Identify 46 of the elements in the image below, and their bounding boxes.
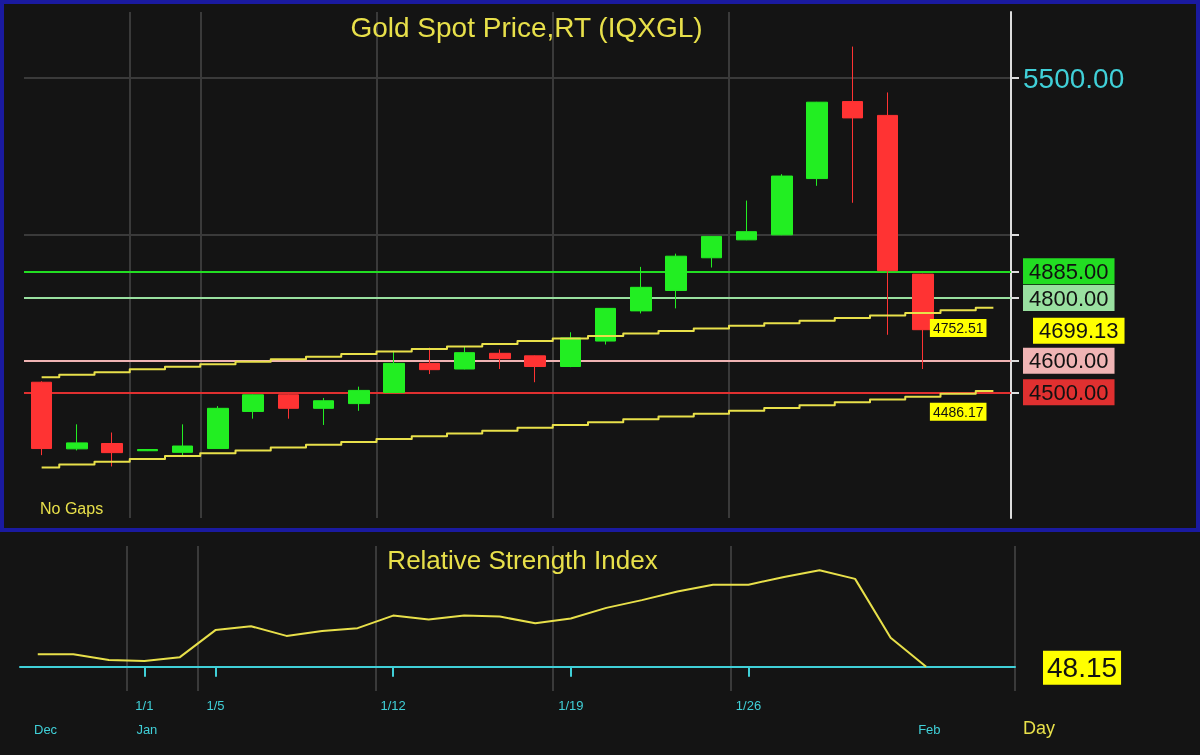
candlestick [242, 393, 264, 420]
candlestick [31, 380, 52, 456]
candlestick [630, 266, 652, 314]
candlestick [842, 46, 863, 204]
candlestick [172, 423, 193, 457]
y-tick-label: 4800.00 [1029, 285, 1109, 311]
annotation: No Gaps [40, 499, 104, 517]
text: Dec [34, 722, 58, 737]
data-label: 4752.51 [932, 319, 984, 336]
text: Feb [918, 722, 941, 737]
y-tick-label: 4600.00 [1029, 348, 1109, 374]
candlestick [489, 349, 511, 370]
candlestick [454, 345, 475, 370]
candlestick [383, 350, 405, 394]
chart-title: Relative Strength Index [387, 545, 658, 575]
candlestick [66, 423, 88, 451]
candlestick [313, 397, 334, 426]
text: 48.15 [1047, 652, 1118, 684]
candlestick [877, 91, 898, 336]
candlestick [912, 273, 934, 370]
candlestick [419, 347, 440, 375]
x-tick-label: 1/5 [206, 698, 225, 713]
candlestick [736, 200, 757, 241]
x-tick-label: 1/26 [735, 698, 762, 713]
candlestick [771, 173, 793, 236]
chart-title: Gold Spot Price,RT (IQXGL) [350, 11, 703, 43]
x-tick-label: 1/1 [135, 698, 154, 713]
y-tick-label: 4500.00 [1029, 379, 1109, 405]
candlestick [701, 235, 722, 269]
candlestick [665, 253, 687, 309]
candlestick [806, 101, 828, 187]
y-tick-label: 5500.00 [1023, 62, 1125, 94]
x-tick-label: 1/12 [380, 698, 406, 713]
y-tick-label: 4885.00 [1029, 258, 1109, 284]
candlestick [348, 386, 370, 412]
x-tick-label: 1/19 [558, 698, 584, 713]
text: 4699.13 [1039, 318, 1119, 344]
candlestick [560, 331, 581, 368]
candlestick [595, 307, 616, 346]
candlestick [101, 432, 123, 467]
candlestick [524, 355, 546, 383]
data-label: 4486.17 [932, 403, 984, 420]
candlestick [278, 393, 299, 420]
candlestick [207, 405, 229, 450]
text: Jan [136, 722, 158, 737]
x-axis-title: Day [1023, 717, 1056, 738]
